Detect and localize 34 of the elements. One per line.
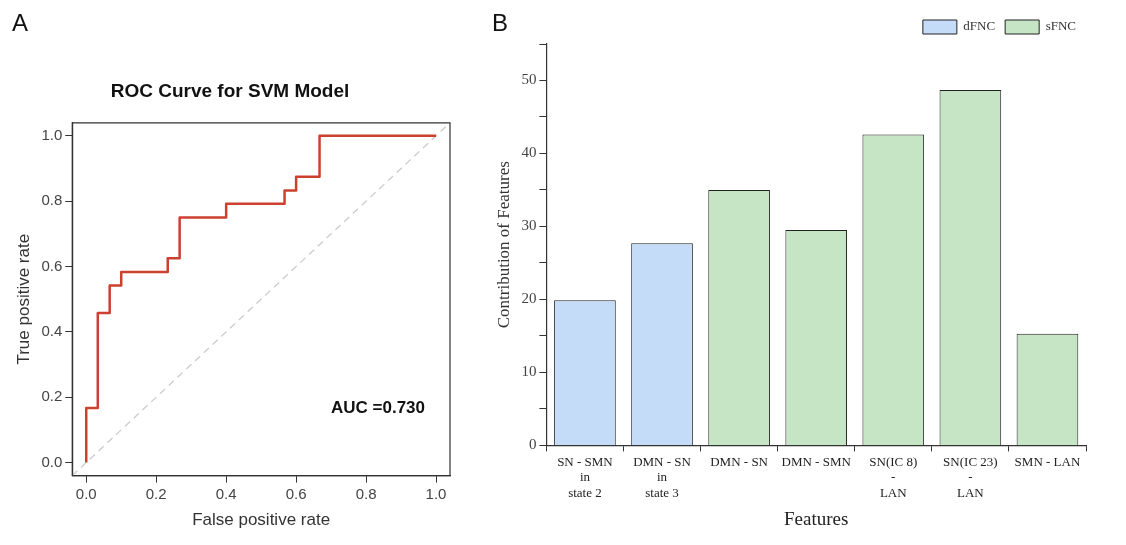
text: B	[492, 8, 509, 36]
y-tick-label: 0.6	[41, 256, 63, 274]
x-tick-label: 0.6	[285, 484, 307, 502]
y-tick-label: 0.4	[41, 322, 63, 340]
x-axis-title: Features	[784, 507, 849, 529]
chart-title: ROC Curve for SVM Model	[110, 79, 350, 101]
y-axis-title: Contribution of Features	[493, 161, 513, 329]
x-tick-label: SN - SMN in state 2	[557, 453, 614, 500]
y-tick-label: 0	[528, 436, 537, 453]
x-tick-label: DMN - SN	[710, 453, 769, 469]
x-tick-label: DMN - SMN	[781, 453, 852, 469]
y-tick-label: 30	[521, 217, 537, 234]
y-tick-label: 50	[521, 71, 537, 88]
x-tick-label: SN(IC 23) - LAN	[943, 453, 998, 500]
y-tick-label: 0.8	[41, 191, 63, 209]
x-tick-label: 0.0	[75, 484, 97, 502]
legend-label: sFNC	[1045, 18, 1077, 34]
y-tick-label: 10	[521, 363, 537, 380]
x-tick-label: 0.2	[145, 484, 167, 502]
y-axis-title: True positive rate	[13, 233, 33, 365]
x-tick-label: 0.4	[215, 484, 237, 502]
x-axis-title: False positive rate	[192, 510, 331, 530]
x-tick-label: 1.0	[425, 484, 447, 502]
legend-label: dFNC	[963, 18, 996, 34]
x-tick-label: SMN - LAN	[1014, 453, 1081, 469]
x-tick-label: DMN - SN in state 3	[633, 453, 692, 500]
y-tick-label: 20	[521, 290, 537, 307]
y-tick-label: 0.2	[41, 387, 63, 405]
annotation: AUC =0.730	[330, 397, 425, 417]
y-tick-label: 40	[521, 144, 537, 161]
x-tick-label: 0.8	[355, 484, 377, 502]
text: A	[12, 8, 29, 36]
y-tick-label: 1.0	[41, 126, 63, 144]
x-tick-label: SN(IC 8) - LAN	[869, 453, 918, 500]
